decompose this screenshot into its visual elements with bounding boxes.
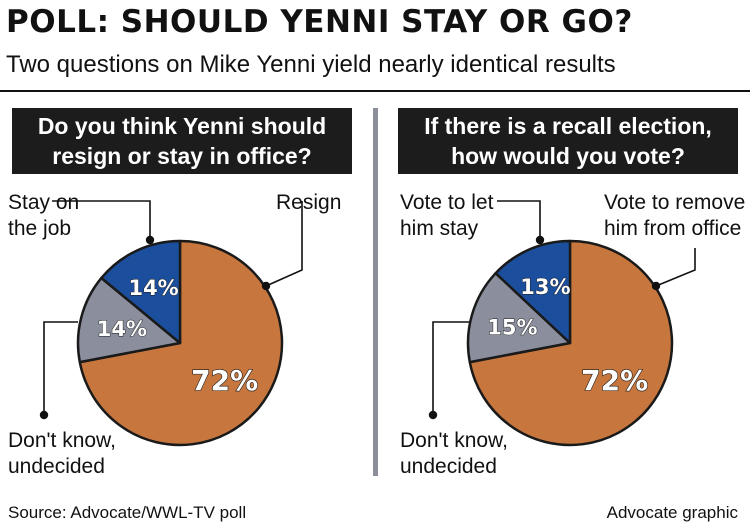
chart-2-label-undecided-line-2: undecided bbox=[400, 455, 497, 478]
chart-1-leader-line-1 bbox=[43, 321, 78, 415]
chart-1-label-undecided-line-2: undecided bbox=[8, 455, 105, 478]
graphic-subtitle: Two questions on Mike Yenni yield nearly… bbox=[6, 51, 616, 78]
chart-2-value-label-1: 15% bbox=[487, 315, 537, 339]
chart-1-label-resign-line-1: Resign bbox=[276, 191, 342, 214]
chart-2-label-stay: Vote to let him stay bbox=[400, 190, 493, 242]
chart-2-leader-line-1 bbox=[432, 321, 469, 415]
chart-1-leader-dot-1 bbox=[39, 410, 49, 420]
source-note: Source: Advocate/WWL-TV poll bbox=[8, 503, 247, 522]
chart-1-value-label-1: 14% bbox=[97, 317, 147, 341]
header-rule bbox=[0, 90, 750, 92]
chart-1-label-stay-line-1: Stay on bbox=[8, 191, 80, 214]
chart-2-leader-dot-1 bbox=[428, 410, 438, 420]
question-1-line-2: resign or stay in office? bbox=[52, 143, 312, 169]
graphic-credit: Advocate graphic bbox=[606, 503, 738, 522]
chart-1-value-label-2: 72% bbox=[191, 364, 258, 397]
chart-1-label-undecided: Don't know, undecided bbox=[8, 428, 116, 480]
question-2-line-2: how would you vote? bbox=[451, 143, 685, 169]
chart-2-leader-line-2 bbox=[655, 248, 696, 287]
question-1-line-1: Do you think Yenni should bbox=[37, 113, 327, 139]
chart-2-value-label-0: 13% bbox=[520, 275, 570, 299]
chart-2-slice-0 bbox=[494, 239, 572, 345]
chart-2-slice-1 bbox=[466, 271, 572, 364]
chart-1-leader-line-0 bbox=[52, 200, 151, 240]
chart-1-label-stay: Stay on the job bbox=[8, 190, 79, 242]
question-box-1: Do you think Yenni should resign or stay… bbox=[12, 108, 352, 174]
chart-1-label-stay-line-2: the job bbox=[8, 217, 72, 240]
chart-2-label-remove-line-1: Vote to remove bbox=[604, 191, 746, 214]
chart-1-slice-0 bbox=[100, 239, 182, 345]
panel-divider bbox=[373, 108, 378, 476]
chart-1-label-resign: Resign bbox=[276, 190, 341, 216]
chart-1-slice-1 bbox=[76, 276, 182, 364]
chart-1-leader-line-2 bbox=[265, 201, 303, 287]
chart-2-value-label-2: 72% bbox=[581, 364, 648, 397]
question-2-line-1: If there is a recall election, bbox=[424, 113, 712, 139]
question-box-2: If there is a recall election, how would… bbox=[398, 108, 738, 174]
chart-2-leader-line-0 bbox=[497, 200, 541, 240]
chart-1-label-undecided-line-1: Don't know, bbox=[8, 429, 116, 452]
chart-1-leader-dot-2 bbox=[261, 281, 271, 291]
chart-2-label-undecided: Don't know, undecided bbox=[400, 428, 508, 480]
chart-2-label-stay-line-2: him stay bbox=[400, 217, 479, 240]
chart-1-leader-dot-0 bbox=[145, 235, 155, 245]
chart-2-leader-dot-0 bbox=[535, 235, 545, 245]
chart-2-label-remove-line-2: him from office bbox=[604, 217, 742, 240]
graphic-title: POLL: SHOULD YENNI STAY OR GO? bbox=[6, 4, 633, 40]
chart-1-value-label-0: 14% bbox=[128, 276, 178, 300]
chart-2-leader-dot-2 bbox=[651, 281, 661, 291]
chart-2-label-stay-line-1: Vote to let bbox=[400, 191, 494, 214]
chart-2-label-undecided-line-1: Don't know, bbox=[400, 429, 508, 452]
chart-2-label-remove: Vote to remove him from office bbox=[604, 190, 745, 242]
